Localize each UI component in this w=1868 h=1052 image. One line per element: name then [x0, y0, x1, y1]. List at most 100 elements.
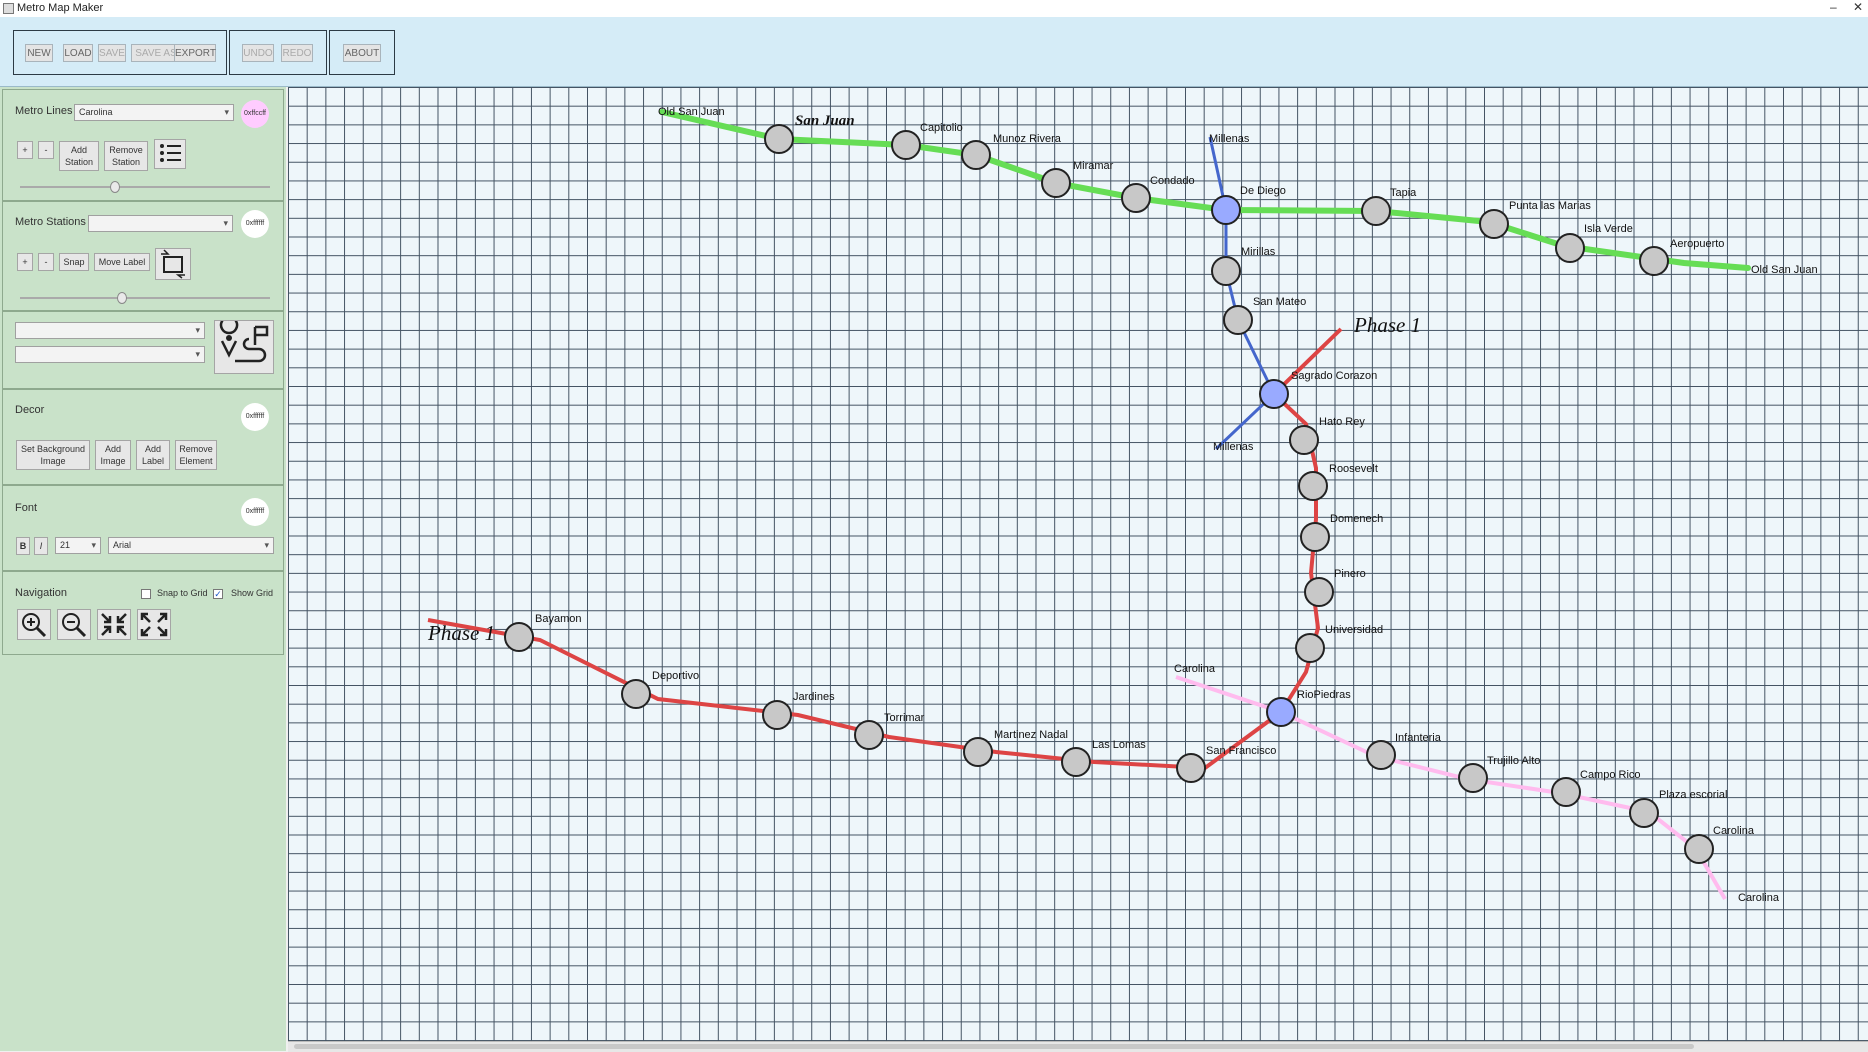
- station-label[interactable]: Domenech: [1330, 513, 1383, 525]
- route-from-select[interactable]: [15, 322, 205, 339]
- station-circle[interactable]: [963, 737, 993, 767]
- map-label-san-juan[interactable]: San Juan: [795, 113, 855, 129]
- station-label[interactable]: Martinez Nadal: [994, 729, 1068, 741]
- remove-line-button[interactable]: -: [38, 141, 54, 159]
- show-grid-checkbox[interactable]: ✓: [213, 589, 223, 599]
- bold-button[interactable]: B: [16, 537, 30, 555]
- station-circle[interactable]: [764, 124, 794, 154]
- add-label-button[interactable]: Add Label: [136, 440, 170, 470]
- station-circle[interactable]: [1684, 834, 1714, 864]
- about-button[interactable]: ABOUT: [343, 44, 381, 62]
- station-circle[interactable]: [1289, 425, 1319, 455]
- italic-button[interactable]: I: [34, 537, 48, 555]
- metro-lines-select[interactable]: Carolina: [74, 104, 234, 121]
- station-label[interactable]: Trujillo Alto: [1487, 755, 1540, 767]
- station-circle[interactable]: [1361, 196, 1391, 226]
- zoom-out-button[interactable]: [57, 609, 91, 640]
- station-circle[interactable]: [1629, 798, 1659, 828]
- line-carolina[interactable]: [1175, 675, 1727, 901]
- station-label[interactable]: Carolina: [1713, 825, 1755, 837]
- map-label-phase-1-east[interactable]: Phase 1: [1353, 313, 1421, 337]
- close-button[interactable]: ✕: [1853, 0, 1864, 14]
- station-label[interactable]: Las Lomas: [1092, 739, 1146, 751]
- station-radius-slider[interactable]: [20, 292, 270, 304]
- snap-to-grid-checkbox[interactable]: [141, 589, 151, 599]
- zoom-in-button[interactable]: [17, 609, 51, 640]
- station-circle[interactable]: [891, 130, 921, 160]
- station-circle[interactable]: [1300, 522, 1330, 552]
- remove-element-button[interactable]: Remove Element: [175, 440, 217, 470]
- station-circle[interactable]: [1295, 633, 1325, 663]
- station-circle[interactable]: [1479, 209, 1509, 239]
- station-label[interactable]: Condado: [1150, 175, 1195, 187]
- load-button[interactable]: LOAD: [63, 44, 93, 62]
- station-label[interactable]: Tapia: [1390, 187, 1417, 199]
- add-station-to-line-button[interactable]: Add Station: [59, 141, 99, 171]
- set-background-image-button[interactable]: Set Background Image: [16, 440, 90, 470]
- station-radius-slider-knob[interactable]: [117, 292, 127, 304]
- line-phase-1[interactable]: [427, 327, 1343, 771]
- remove-station-button[interactable]: -: [38, 253, 54, 271]
- station-label[interactable]: San Francisco: [1206, 745, 1276, 757]
- station-circle[interactable]: [1223, 305, 1253, 335]
- metro-stations-select[interactable]: [88, 215, 233, 232]
- station-label[interactable]: Aeropuerto: [1670, 238, 1724, 250]
- station-label[interactable]: Capitolio: [920, 122, 963, 134]
- station-label[interactable]: Infanteria: [1395, 732, 1442, 744]
- station-label[interactable]: Jardines: [793, 691, 835, 703]
- station-label[interactable]: Millenas: [1209, 133, 1250, 145]
- station-color-picker[interactable]: 0xffffff: [241, 210, 269, 238]
- station-label[interactable]: San Mateo: [1253, 296, 1306, 308]
- station-label[interactable]: Sagrado Corazon: [1291, 370, 1377, 382]
- station-label[interactable]: Hato Rey: [1319, 416, 1365, 428]
- station-circle[interactable]: [1458, 763, 1488, 793]
- station-circle[interactable]: [1041, 168, 1071, 198]
- station-label[interactable]: Deportivo: [652, 670, 699, 682]
- station-label[interactable]: Torrimar: [884, 712, 925, 724]
- station-label[interactable]: De Diego: [1240, 185, 1286, 197]
- station-circle[interactable]: [1366, 740, 1396, 770]
- station-label[interactable]: RioPiedras: [1297, 689, 1351, 701]
- font-size-select[interactable]: 21: [55, 537, 101, 554]
- line-thickness-slider-knob[interactable]: [110, 181, 120, 193]
- station-circle[interactable]: [1211, 195, 1241, 225]
- station-label[interactable]: Munoz Rivera: [993, 133, 1062, 145]
- route-to-select[interactable]: [15, 346, 205, 363]
- horizontal-scrollbar[interactable]: [288, 1041, 1868, 1052]
- rotate-label-button[interactable]: [155, 248, 191, 280]
- move-label-button[interactable]: Move Label: [94, 253, 150, 271]
- station-circle[interactable]: [504, 622, 534, 652]
- add-line-button[interactable]: +: [17, 141, 33, 159]
- map-label-phase-1-west[interactable]: Phase 1: [427, 621, 495, 645]
- add-station-button[interactable]: +: [17, 253, 33, 271]
- station-label[interactable]: Campo Rico: [1580, 769, 1641, 781]
- station-circle[interactable]: [1304, 577, 1334, 607]
- station-circle[interactable]: [1061, 747, 1091, 777]
- save-button[interactable]: SAVE: [98, 44, 126, 62]
- station-circle[interactable]: [1298, 471, 1328, 501]
- remove-station-from-line-button[interactable]: Remove Station: [104, 141, 148, 171]
- station-circle[interactable]: [1211, 256, 1241, 286]
- station-label[interactable]: Old San Juan: [658, 106, 725, 118]
- station-label[interactable]: Carolina: [1174, 663, 1216, 675]
- station-label[interactable]: Mirillas: [1241, 246, 1276, 258]
- station-circle[interactable]: [1555, 233, 1585, 263]
- export-button[interactable]: EXPORT: [174, 44, 216, 62]
- station-label[interactable]: Old San Juan: [1751, 264, 1818, 276]
- station-circle[interactable]: [1121, 183, 1151, 213]
- redo-button[interactable]: REDO: [281, 44, 313, 62]
- station-circle[interactable]: [1266, 697, 1296, 727]
- snap-button[interactable]: Snap: [59, 253, 89, 271]
- station-label[interactable]: Roosevelt: [1329, 463, 1378, 475]
- line-thickness-slider[interactable]: [20, 181, 270, 193]
- station-circle[interactable]: [1259, 379, 1289, 409]
- font-color-picker[interactable]: 0xffffff: [241, 498, 269, 526]
- station-circle[interactable]: [621, 679, 651, 709]
- station-label[interactable]: Millenas: [1213, 441, 1254, 453]
- station-label[interactable]: Bayamon: [535, 613, 581, 625]
- station-label[interactable]: Isla Verde: [1584, 223, 1633, 235]
- station-circle[interactable]: [961, 140, 991, 170]
- horizontal-scrollbar-thumb[interactable]: [294, 1044, 1694, 1049]
- station-label[interactable]: Universidad: [1325, 624, 1383, 636]
- station-circle[interactable]: [762, 700, 792, 730]
